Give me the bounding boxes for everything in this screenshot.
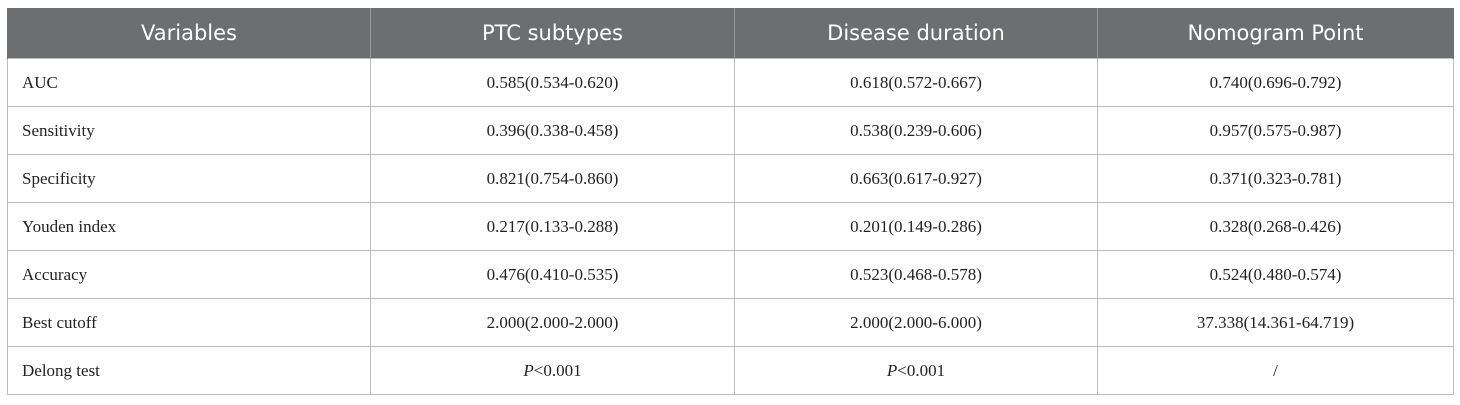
table-row: Sensitivity 0.396(0.338-0.458) 0.538(0.2…	[7, 106, 1454, 155]
cell-duration: 0.523(0.468-0.578)	[734, 250, 1098, 299]
row-label: Accuracy	[7, 250, 371, 299]
table-row: Best cutoff 2.000(2.000-2.000) 2.000(2.0…	[7, 298, 1454, 347]
table-row-delong: Delong test P<0.001 P<0.001 /	[7, 346, 1454, 395]
cell-ptc: 0.217(0.133-0.288)	[370, 202, 735, 251]
row-label: AUC	[7, 58, 371, 107]
header-variables: Variables	[7, 8, 371, 59]
p-value: <0.001	[533, 360, 582, 380]
cell-ptc: 0.396(0.338-0.458)	[370, 106, 735, 155]
results-table-container: Variables PTC subtypes Disease duration …	[7, 8, 1454, 395]
cell-duration: P<0.001	[734, 346, 1098, 395]
cell-ptc: 0.821(0.754-0.860)	[370, 154, 735, 203]
cell-nomogram: 0.328(0.268-0.426)	[1097, 202, 1454, 251]
cell-ptc: 0.585(0.534-0.620)	[370, 58, 735, 107]
table-row: AUC 0.585(0.534-0.620) 0.618(0.572-0.667…	[7, 58, 1454, 107]
cell-ptc: 2.000(2.000-2.000)	[370, 298, 735, 347]
header-ptc-subtypes: PTC subtypes	[370, 8, 735, 59]
table-row: Accuracy 0.476(0.410-0.535) 0.523(0.468-…	[7, 250, 1454, 299]
results-table: Variables PTC subtypes Disease duration …	[7, 8, 1454, 395]
cell-nomogram: 37.338(14.361-64.719)	[1097, 298, 1454, 347]
header-row: Variables PTC subtypes Disease duration …	[7, 8, 1454, 59]
cell-duration: 0.201(0.149-0.286)	[734, 202, 1098, 251]
cell-ptc: 0.476(0.410-0.535)	[370, 250, 735, 299]
cell-duration: 0.618(0.572-0.667)	[734, 58, 1098, 107]
cell-duration: 0.663(0.617-0.927)	[734, 154, 1098, 203]
row-label: Delong test	[7, 346, 371, 395]
cell-nomogram: 0.371(0.323-0.781)	[1097, 154, 1454, 203]
cell-ptc: P<0.001	[370, 346, 735, 395]
cell-nomogram: /	[1097, 346, 1454, 395]
header-nomogram-point: Nomogram Point	[1097, 8, 1454, 59]
row-label: Youden index	[7, 202, 371, 251]
row-label: Sensitivity	[7, 106, 371, 155]
table-row: Youden index 0.217(0.133-0.288) 0.201(0.…	[7, 202, 1454, 251]
p-value: <0.001	[897, 360, 946, 380]
header-disease-duration: Disease duration	[734, 8, 1098, 59]
row-label: Best cutoff	[7, 298, 371, 347]
table-row: Specificity 0.821(0.754-0.860) 0.663(0.6…	[7, 154, 1454, 203]
cell-nomogram: 0.524(0.480-0.574)	[1097, 250, 1454, 299]
p-symbol: P	[886, 360, 898, 380]
cell-duration: 2.000(2.000-6.000)	[734, 298, 1098, 347]
p-symbol: P	[523, 360, 534, 380]
row-label: Specificity	[7, 154, 371, 203]
cell-nomogram: 0.957(0.575-0.987)	[1097, 106, 1454, 155]
cell-nomogram: 0.740(0.696-0.792)	[1097, 58, 1454, 107]
cell-duration: 0.538(0.239-0.606)	[734, 106, 1098, 155]
